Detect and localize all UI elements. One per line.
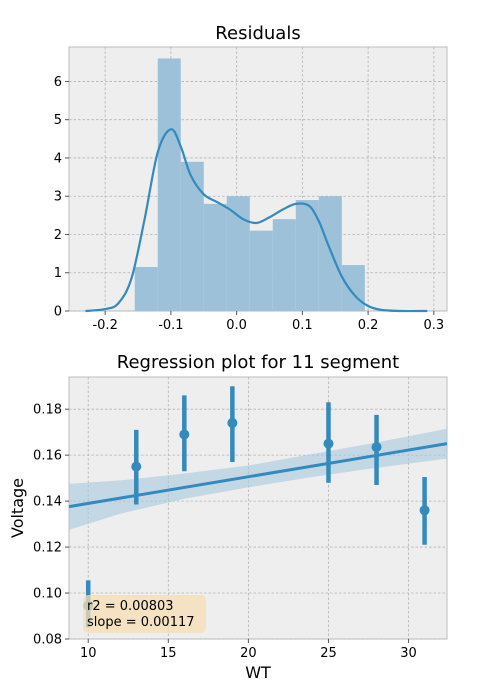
regression-y-tick-label: 0.08 xyxy=(33,633,62,648)
residuals-panel: -0.2 -0.1 0.0 0.1 0.2 0.3 0 1 2 3 4 5 6 Residuals xyxy=(54,23,448,333)
regression-x-tick-label: 25 xyxy=(320,646,337,661)
residuals-x-tick-label: 0.0 xyxy=(226,318,247,333)
data-point xyxy=(371,442,382,453)
histogram-bar xyxy=(341,265,365,311)
data-point xyxy=(419,505,430,516)
histogram-bar xyxy=(295,200,319,311)
residuals-x-tick-label: 0.3 xyxy=(424,318,445,333)
regression-x-tick-label: 10 xyxy=(80,646,97,661)
regression-x-axis-label: WT xyxy=(245,663,271,682)
data-point xyxy=(227,417,238,428)
histogram-bar xyxy=(272,219,296,311)
histogram-bar xyxy=(157,58,181,312)
regression-title: Regression plot for 11 segment xyxy=(117,352,399,373)
residuals-kde-line xyxy=(85,128,428,313)
residuals-x-tick-label: -0.2 xyxy=(92,318,117,333)
regression-fit-line xyxy=(68,442,448,509)
residuals-grid xyxy=(69,47,447,312)
residuals-y-tick-label: 6 xyxy=(54,75,62,90)
residuals-y-tick-label: 5 xyxy=(54,113,62,128)
regression-y-axis-label: Voltage xyxy=(8,478,27,538)
data-point xyxy=(131,461,142,472)
regression-x-tick-label: 30 xyxy=(400,646,417,661)
residuals-y-tick-label: 1 xyxy=(54,266,62,281)
regression-y-tick-label: 0.12 xyxy=(33,541,62,556)
residuals-title: Residuals xyxy=(215,23,300,44)
histogram-bar xyxy=(226,196,250,311)
regression-y-tick-label: 0.16 xyxy=(33,449,62,464)
annotation-slope: slope = 0.00117 xyxy=(87,615,195,630)
residuals-y-tick-label: 3 xyxy=(54,190,62,205)
regression-panel: 10 15 20 25 30 0.08 0.10 0.12 0.14 0.16 0.18 r2 = … xyxy=(8,352,448,682)
residuals-y-tick-label: 2 xyxy=(54,228,62,243)
histogram-bar xyxy=(180,161,204,311)
residuals-x-tick-label: -0.1 xyxy=(158,318,183,333)
histogram-bar xyxy=(318,196,342,311)
data-point xyxy=(179,429,190,440)
residuals-x-tick-label: 0.1 xyxy=(292,318,313,333)
annotation-box xyxy=(83,595,206,633)
data-point xyxy=(323,438,334,449)
histogram-bar xyxy=(203,203,227,311)
residuals-ticks: -0.2 -0.1 0.0 0.1 0.2 0.3 0 1 2 3 4 5 6 xyxy=(54,75,444,333)
regression-confidence-band xyxy=(69,428,447,530)
regression-y-tick-label: 0.18 xyxy=(33,403,62,418)
histogram-bar xyxy=(134,267,158,311)
regression-ticks: 10 15 20 25 30 0.08 0.10 0.12 0.14 0.16 0.18 xyxy=(33,403,417,661)
regression-x-tick-label: 15 xyxy=(160,646,177,661)
residuals-y-tick-label: 4 xyxy=(54,151,62,166)
regression-y-tick-label: 0.14 xyxy=(33,495,62,510)
histogram-bar xyxy=(249,230,273,311)
regression-y-tick-label: 0.10 xyxy=(33,587,62,602)
residuals-x-tick-label: 0.2 xyxy=(358,318,379,333)
residuals-histogram-bars xyxy=(134,58,365,312)
residuals-y-tick-label: 0 xyxy=(54,305,62,320)
regression-x-tick-label: 20 xyxy=(240,646,257,661)
regression-annotation: r2 = 0.00803 slope = 0.00117 xyxy=(83,595,206,633)
regression-points xyxy=(83,386,430,628)
annotation-r2: r2 = 0.00803 xyxy=(87,599,174,614)
